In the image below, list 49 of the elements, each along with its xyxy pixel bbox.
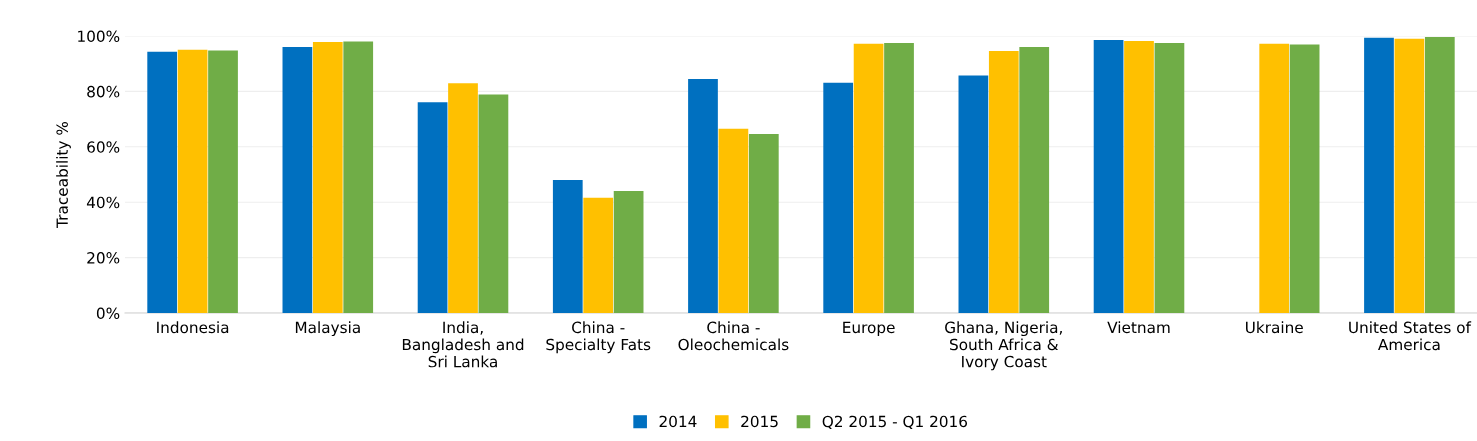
y-tick-label: 40%	[86, 196, 120, 209]
bar	[1364, 37, 1394, 313]
x-tick-label: Vietnam	[1107, 321, 1170, 334]
bar	[552, 180, 583, 313]
bar	[177, 49, 208, 313]
bar	[343, 41, 374, 313]
legend-label: 2014	[659, 415, 697, 428]
bar	[1124, 40, 1154, 313]
bar	[1394, 38, 1425, 313]
y-tick-label: 0%	[96, 307, 120, 320]
bar	[583, 197, 614, 313]
legend-label: Q2 2015 - Q1 2016	[822, 415, 968, 429]
bar	[884, 42, 914, 313]
x-tick-label: Malaysia	[295, 321, 360, 337]
bar	[1289, 44, 1320, 313]
y-tick-label: 80%	[87, 85, 120, 98]
bar	[613, 191, 644, 313]
x-tick-label: China - Oleochemicals	[678, 321, 789, 351]
x-tick-label: China - Specialty Fats	[546, 321, 651, 354]
bar	[1424, 37, 1455, 313]
x-tick-label: Ghana, Nigeria, South Africa & Ivory Coast	[945, 321, 1062, 371]
bar	[748, 134, 779, 313]
x-tick-label: India, Bangladesh and Sri Lanka	[402, 321, 524, 368]
bar	[958, 75, 989, 313]
bar	[147, 51, 178, 313]
bar	[688, 78, 718, 313]
bar	[718, 128, 749, 313]
y-axis-title: Traceability %	[56, 121, 71, 228]
bar	[208, 50, 238, 313]
y-tick-label: 60%	[87, 141, 120, 153]
bar	[417, 102, 448, 313]
bar	[1093, 39, 1124, 313]
bar	[312, 42, 343, 313]
x-tick-label: Europe	[843, 321, 895, 337]
bar	[1154, 42, 1185, 313]
bar	[478, 94, 509, 313]
legend-label: 2015	[741, 415, 778, 428]
bar	[1019, 47, 1050, 313]
y-tick-label: 100%	[78, 30, 120, 43]
x-tick-label: United States of America	[1349, 321, 1472, 351]
y-tick-label: 20%	[87, 252, 120, 264]
bar	[1259, 43, 1290, 313]
x-tick-label: Ukraine	[1246, 321, 1303, 334]
bar	[823, 82, 854, 313]
bar	[988, 50, 1019, 313]
bar	[448, 83, 478, 313]
bar	[853, 43, 884, 313]
x-tick-label: Indonesia	[157, 321, 229, 334]
bar	[282, 47, 313, 313]
